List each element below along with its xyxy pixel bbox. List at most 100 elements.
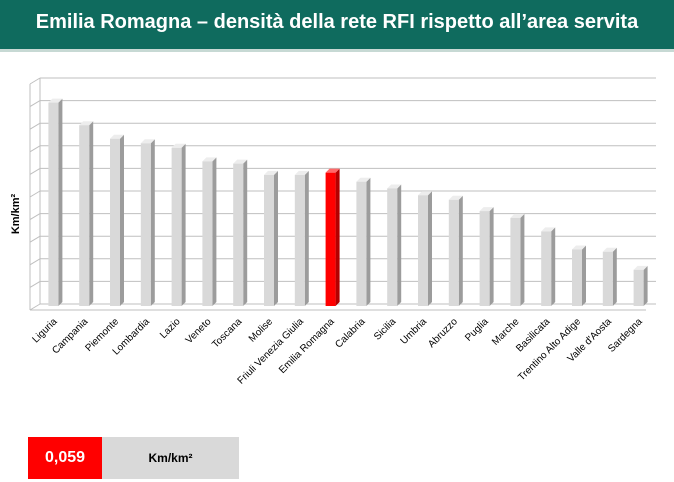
x-tick-label: Puglia bbox=[463, 316, 491, 344]
bar-trentino-alto-adige bbox=[572, 245, 586, 306]
bar-piemonte bbox=[110, 134, 124, 306]
bar-top-face bbox=[171, 143, 186, 148]
bar-top-face bbox=[110, 134, 124, 139]
bar-sicilia bbox=[387, 184, 402, 306]
bar-front-face bbox=[387, 188, 398, 306]
bar-top-face bbox=[418, 191, 432, 196]
bar-front-face bbox=[140, 143, 151, 306]
bar-marche bbox=[510, 213, 525, 306]
chart-bars bbox=[48, 98, 648, 306]
gridline-side bbox=[29, 258, 41, 266]
gridline-side bbox=[29, 190, 41, 198]
x-tick-label: Molise bbox=[247, 316, 276, 345]
x-tick-label: Lazio bbox=[158, 316, 183, 341]
bar-side-face bbox=[243, 159, 248, 306]
x-tick-label: Emilia Romagna bbox=[277, 316, 337, 376]
title-banner: Emilia Romagna – densità della rete RFI … bbox=[0, 0, 674, 52]
bar-front-face bbox=[572, 249, 582, 306]
gridline-side bbox=[29, 235, 41, 243]
bar-side-face bbox=[458, 195, 463, 306]
bar-liguria bbox=[48, 98, 63, 306]
bar-top-face bbox=[479, 207, 494, 212]
bar-side-face bbox=[274, 170, 278, 306]
bar-top-face bbox=[572, 245, 586, 250]
gridline-side bbox=[29, 280, 41, 288]
bar-side-face bbox=[520, 213, 525, 306]
bar-side-face bbox=[181, 143, 186, 306]
bar-top-face bbox=[264, 170, 278, 175]
x-tick-label: Liguria bbox=[31, 316, 60, 345]
bar-top-face bbox=[202, 157, 217, 162]
bar-side-face bbox=[304, 170, 309, 306]
gridline-side bbox=[29, 77, 41, 85]
density-value-badge: 0,059 bbox=[28, 437, 102, 479]
bar-friuli-venezia-giulia bbox=[294, 170, 309, 306]
bar-front-face bbox=[48, 102, 59, 306]
bar-top-face bbox=[79, 121, 94, 126]
bar-sardegna bbox=[633, 265, 648, 306]
density-unit-label: Km/km² bbox=[102, 437, 239, 479]
bar-front-face bbox=[633, 269, 644, 306]
bar-lombardia bbox=[140, 139, 155, 306]
x-tick-label: Veneto bbox=[184, 316, 214, 346]
bar-top-face bbox=[510, 213, 525, 218]
gridline-side bbox=[29, 213, 41, 221]
bar-side-face bbox=[551, 227, 556, 306]
bar-front-face bbox=[325, 172, 336, 306]
bar-calabria bbox=[356, 177, 371, 306]
bar-front-face bbox=[79, 125, 90, 306]
bar-side-face bbox=[58, 98, 63, 306]
bar-front-face bbox=[356, 181, 367, 306]
bar-front-face bbox=[418, 195, 428, 306]
bar-top-face bbox=[602, 247, 617, 252]
gridline-side bbox=[29, 122, 41, 130]
gridline-side bbox=[29, 100, 41, 108]
bar-side-face bbox=[489, 207, 494, 306]
bar-side-face bbox=[89, 121, 94, 306]
y-axis-label: Km/km² bbox=[10, 193, 22, 234]
bar-top-face bbox=[140, 139, 155, 144]
bar-front-face bbox=[110, 138, 120, 306]
gridline-side bbox=[29, 145, 41, 153]
bar-abruzzo bbox=[448, 195, 463, 306]
bar-front-face bbox=[602, 251, 613, 306]
bar-front-face bbox=[510, 217, 521, 306]
bar-top-face bbox=[356, 177, 371, 182]
x-tick-label: Abruzzo bbox=[426, 316, 460, 350]
bar-emilia-romagna bbox=[325, 168, 340, 306]
x-tick-label: Sicilia bbox=[372, 316, 399, 343]
bar-top-face bbox=[387, 184, 402, 189]
x-tick-label: Umbria bbox=[399, 316, 430, 347]
bar-campania bbox=[79, 121, 94, 306]
bar-molise bbox=[264, 170, 278, 306]
bar-puglia bbox=[479, 207, 494, 306]
bar-side-face bbox=[335, 168, 340, 306]
bar-top-face bbox=[448, 195, 463, 200]
bar-top-face bbox=[294, 170, 309, 175]
bar-front-face bbox=[448, 199, 459, 306]
bar-side-face bbox=[643, 265, 648, 306]
page-title: Emilia Romagna – densità della rete RFI … bbox=[35, 11, 639, 33]
bar-top-face bbox=[48, 98, 63, 103]
bar-front-face bbox=[264, 174, 274, 306]
bar-top-face bbox=[541, 227, 556, 232]
bar-front-face bbox=[479, 211, 490, 306]
bar-valle-d-aosta bbox=[602, 247, 617, 306]
bar-side-face bbox=[212, 157, 217, 306]
bar-toscana bbox=[233, 159, 248, 306]
x-tick-label: Toscana bbox=[210, 316, 244, 350]
bar-side-face bbox=[120, 134, 124, 306]
gridline-side bbox=[29, 303, 41, 311]
bar-front-face bbox=[202, 161, 213, 306]
bar-top-face bbox=[233, 159, 248, 164]
bar-lazio bbox=[171, 143, 186, 306]
x-tick-label: Sardegna bbox=[606, 316, 645, 355]
bar-umbria bbox=[418, 191, 432, 306]
bar-top-face bbox=[633, 265, 648, 270]
bar-front-face bbox=[233, 163, 244, 306]
bar-side-face bbox=[150, 139, 155, 306]
gridline-side bbox=[29, 167, 41, 175]
bar-front-face bbox=[171, 147, 182, 306]
